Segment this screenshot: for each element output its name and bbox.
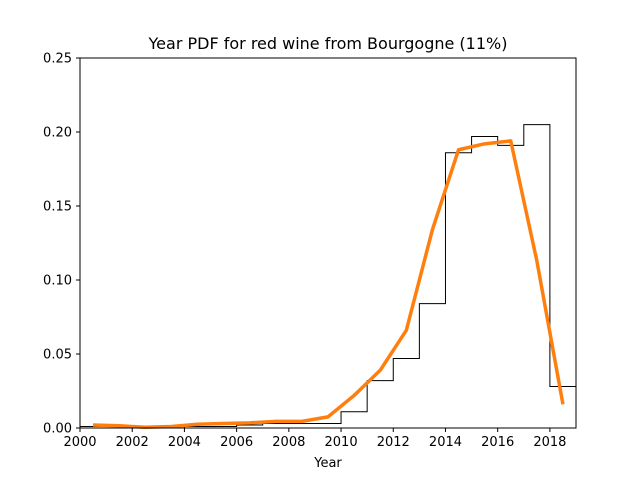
y-tick-label: 0.05 bbox=[43, 348, 72, 363]
x-tick-label: 2014 bbox=[429, 435, 462, 450]
x-tick-label: 2018 bbox=[533, 435, 566, 450]
x-tick-label: 2012 bbox=[377, 435, 410, 450]
x-axis: 2000 2002 2004 2006 2008 2010 2012 2014 2016 2018 bbox=[63, 428, 566, 450]
x-tick-label: 2004 bbox=[168, 435, 201, 450]
axes-frame bbox=[79, 57, 577, 429]
x-tick-label: 2008 bbox=[272, 435, 305, 450]
chart-title: Year PDF for red wine from Bourgogne (11… bbox=[148, 34, 508, 53]
pdf-line bbox=[93, 139, 565, 430]
x-tick-label: 2010 bbox=[325, 435, 358, 450]
y-tick-label: 0.10 bbox=[43, 274, 72, 289]
x-axis-label: Year bbox=[313, 456, 342, 471]
y-axis: 0.00 0.05 0.10 0.15 0.20 0.25 bbox=[43, 52, 80, 437]
x-tick-label: 2002 bbox=[116, 435, 149, 450]
y-tick-label: 0.25 bbox=[43, 52, 72, 67]
x-tick-label: 2000 bbox=[63, 435, 96, 450]
x-tick-label: 2016 bbox=[481, 435, 514, 450]
histogram-step bbox=[80, 124, 577, 429]
y-tick-label: 0.00 bbox=[43, 422, 72, 437]
y-tick-label: 0.20 bbox=[43, 126, 72, 141]
y-tick-label: 0.15 bbox=[43, 200, 72, 215]
x-tick-label: 2006 bbox=[220, 435, 253, 450]
plot-area bbox=[80, 124, 577, 430]
